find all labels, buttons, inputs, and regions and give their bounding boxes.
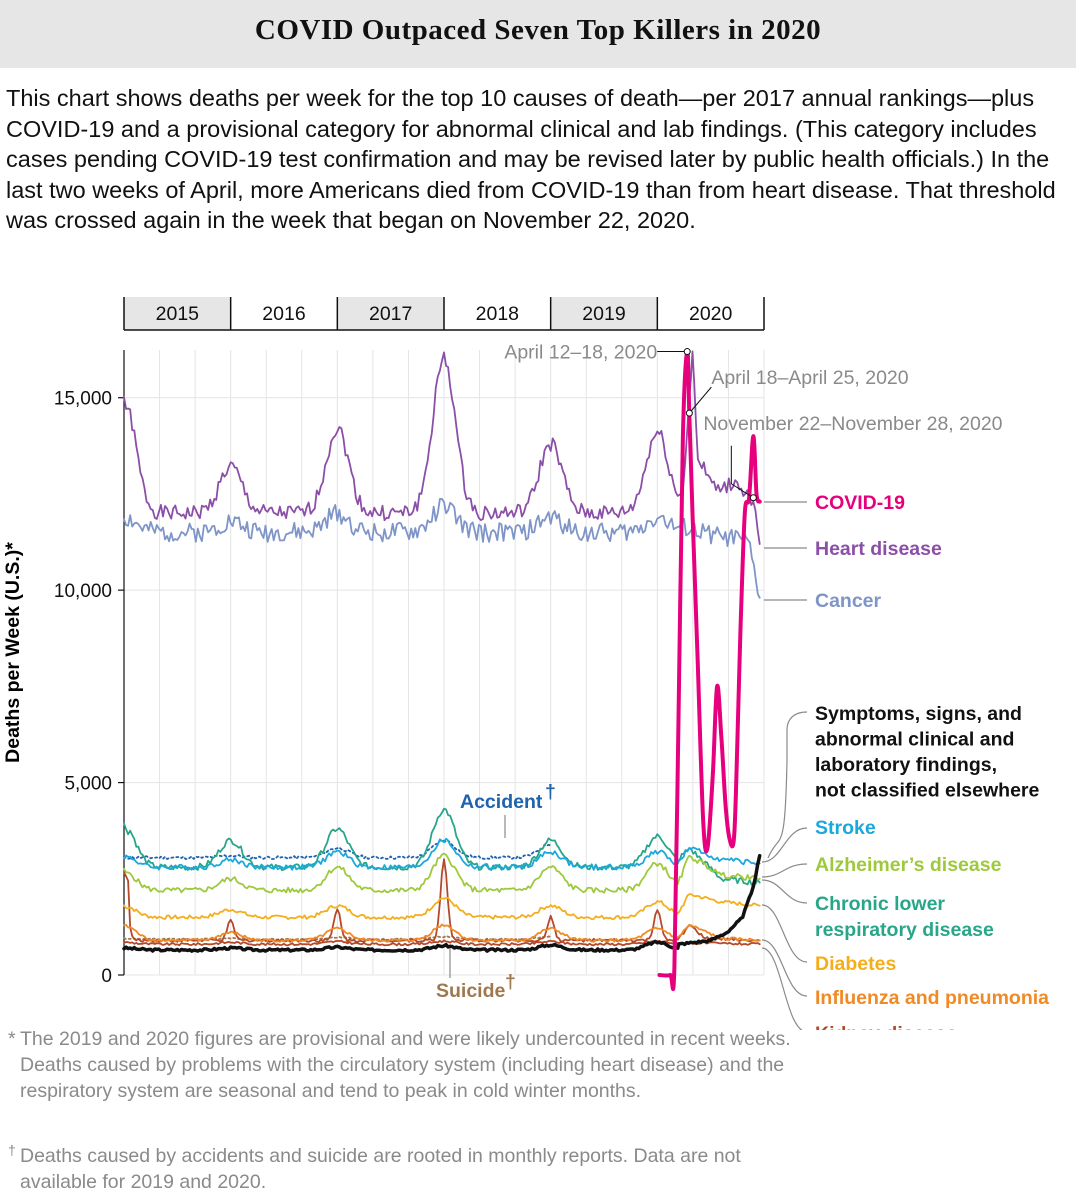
y-axis-label: Deaths per Week (U.S.)* (2, 542, 24, 763)
label-cancer: Cancer (815, 590, 882, 612)
year-label: 2020 (689, 303, 733, 325)
label-kidney-line: Kidney disease (815, 1023, 957, 1030)
footnote-star-mark: * (8, 1028, 16, 1050)
series-line-symptoms-signs-and-abnormal-clinical-and-laboratory-findings-not-classified-elsewhere (122, 853, 762, 953)
chart-title: COVID Outpaced Seven Top Killers in 2020 (254, 14, 822, 46)
series-line-kidney-disease-seasonal-peak (123, 858, 761, 943)
title-bar (0, 0, 1076, 68)
chart-canvas: 0 5,000 10,000 15,000 Deaths per Week (U.S.)… (2, 297, 1049, 1030)
leader-stroke (761, 827, 808, 863)
year-label: 2016 (262, 303, 305, 325)
year-band (124, 297, 231, 330)
y-tick-label: 10,000 (54, 581, 112, 602)
label-stroke: Stroke (815, 817, 876, 839)
series-line-stroke (123, 837, 761, 871)
series-line-alzheimer-s-disease (123, 852, 761, 894)
label-suicide-dagger: † (505, 971, 516, 993)
label-accident: Accident (460, 791, 543, 813)
annotation-dot (749, 494, 757, 502)
annotation-november-22-28: November 22–November 28, 2020 (703, 413, 1002, 435)
leader-flu (761, 939, 808, 997)
series-line-covid-19 (657, 349, 762, 992)
leader-alz (761, 863, 808, 878)
year-band (550, 297, 658, 330)
annotation-dot (685, 409, 693, 417)
year-label: 2015 (156, 303, 200, 325)
label-covid: COVID-19 (815, 492, 905, 514)
annotation-leader (688, 386, 712, 414)
annotation-dot (683, 348, 691, 356)
label-symptoms-line: Symptoms, signs, and (815, 703, 1022, 725)
annotation-leader (730, 445, 754, 499)
label-flu: Influenza and pneumonia (815, 987, 1049, 1009)
footnote-dagger-text: Deaths caused by accidents and suicide a… (20, 1145, 741, 1193)
annotation-april-12-18: April 12–18, 2020 (504, 342, 657, 364)
footnote-star-text: The 2019 and 2020 figures are provisiona… (20, 1028, 791, 1102)
label-clrd-line: Chronic lower (815, 893, 945, 915)
label-symptoms-line: laboratory findings, (815, 754, 997, 776)
footnote-provisional: * The 2019 and 2020 figures are provisio… (8, 1026, 800, 1104)
leader-symptoms (767, 711, 808, 859)
label-symptoms-line: not classified elsewhere (815, 780, 1040, 802)
year-label: 2017 (369, 303, 412, 325)
y-tick-label: 5,000 (64, 774, 112, 795)
series-line-cancer (123, 498, 761, 599)
year-label: 2019 (582, 303, 625, 325)
leader-diabetes (761, 904, 808, 963)
year-band (444, 297, 551, 330)
leader-clrd (761, 879, 808, 904)
series-line-diabetes (123, 893, 761, 921)
annotation-april-18-25: April 18–April 25, 2020 (711, 367, 908, 389)
series-line-accident (123, 839, 552, 860)
label-heart: Heart disease (815, 538, 942, 560)
year-label: 2018 (476, 303, 519, 325)
label-accident-dagger: † (545, 781, 556, 803)
series-line-influenza-and-pneumonia (123, 923, 761, 943)
label-diabetes: Diabetes (815, 953, 896, 975)
series-line-chronic-lower-respiratory-disease (123, 807, 761, 886)
label-suicide: Suicide (436, 980, 506, 1002)
series-line-heart-disease (123, 350, 761, 545)
label-alz: Alzheimer’s disease (815, 854, 1002, 876)
footnote-dagger-mark: † (8, 1142, 16, 1158)
leader-kidney (761, 947, 803, 1030)
label-symptoms-line: abnormal clinical and (815, 729, 1014, 751)
year-band (337, 297, 444, 330)
label-clrd-line: respiratory disease (815, 919, 994, 941)
y-tick-label: 15,000 (54, 389, 112, 410)
chart-description: This chart shows deaths per week for the… (6, 85, 1056, 233)
year-band (657, 297, 764, 330)
y-tick-label: 0 (101, 966, 112, 987)
footnote-monthly: † Deaths caused by accidents and suicide… (8, 1142, 800, 1195)
year-band (230, 297, 338, 330)
